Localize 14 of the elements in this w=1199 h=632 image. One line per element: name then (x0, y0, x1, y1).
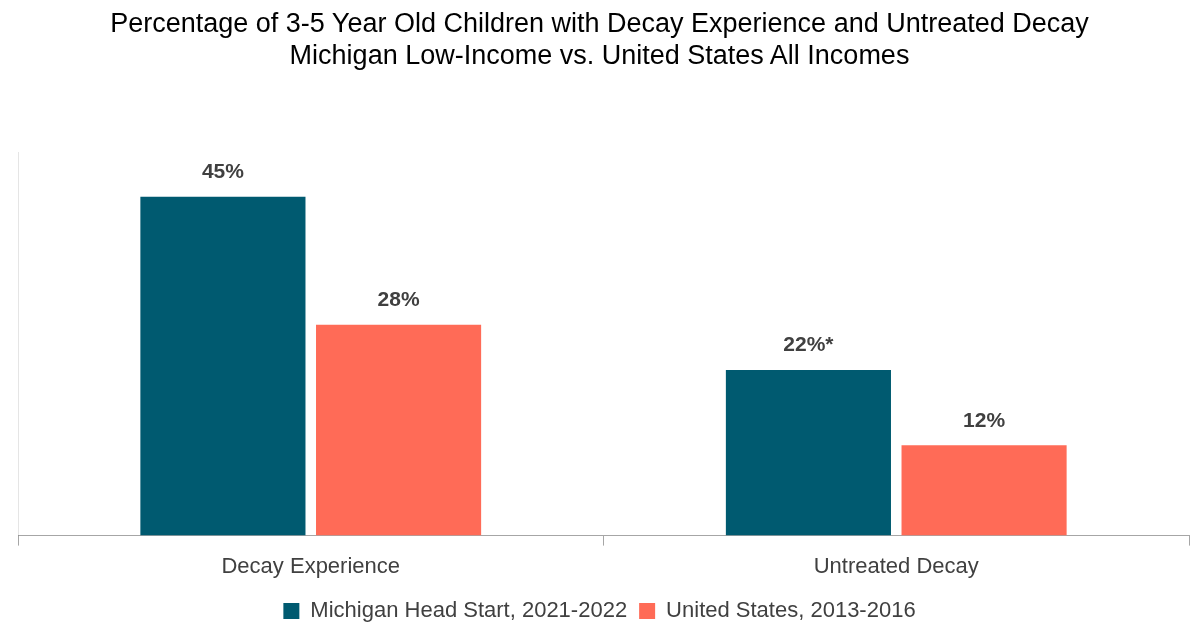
chart-subtitle: Michigan Low-Income vs. United States All Incomes (289, 40, 910, 71)
chart-title: Percentage of 3-5 Year Old Children with Decay Experience and Untreated Decay (110, 7, 1090, 38)
legend-label: Michigan Head Start, 2021-2022 (310, 597, 628, 623)
x-tick-label: Decay Experience (221, 552, 401, 578)
x-tick-label: Untreated Decay (813, 552, 979, 578)
legend-label: United States, 2013-2016 (666, 597, 916, 623)
data-label: 28% (377, 287, 420, 311)
bar (140, 196, 306, 536)
bar (725, 369, 891, 536)
data-label: 45% (201, 159, 245, 183)
bar (901, 445, 1067, 536)
bar (316, 324, 482, 536)
data-label: 12% (963, 407, 1006, 431)
data-label: 22%* (783, 332, 835, 356)
